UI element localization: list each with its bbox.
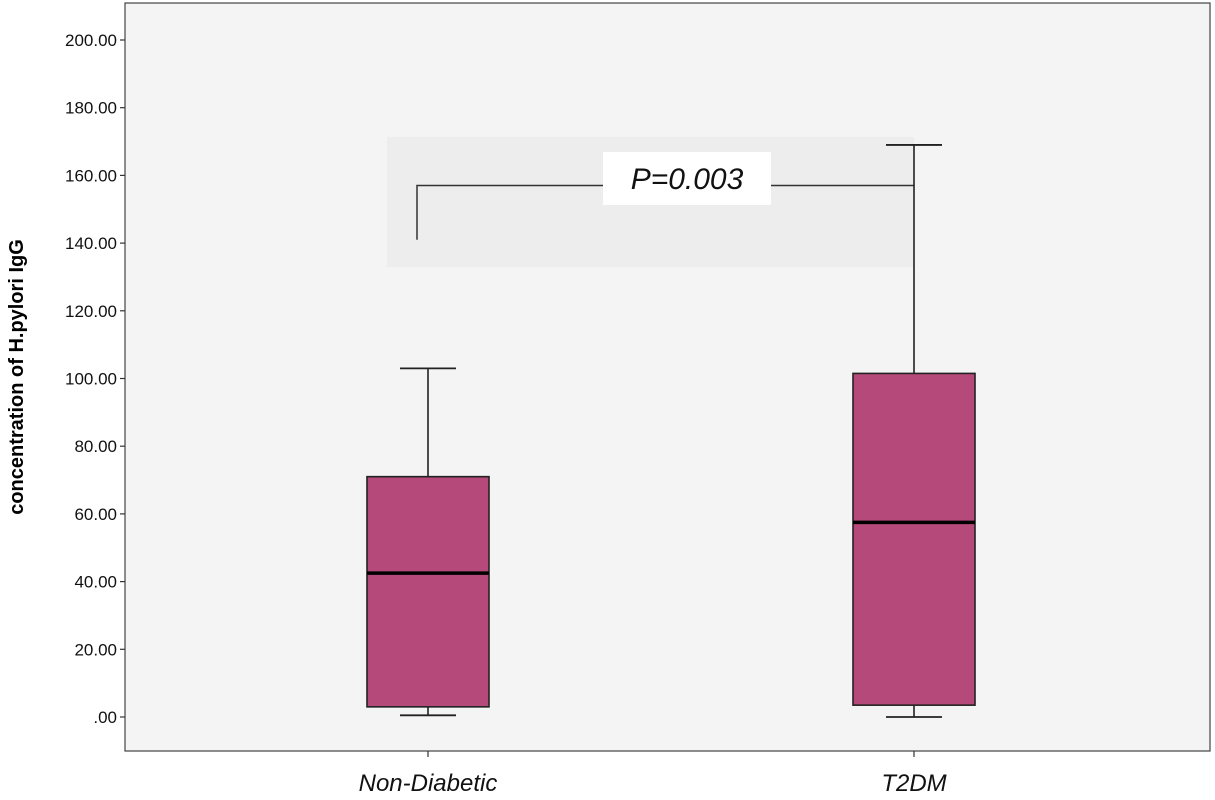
y-tick-label: 40.00 [74,573,117,592]
x-tick-label: T2DM [881,770,946,797]
interquartile-box [366,475,490,708]
y-tick-label: 160.00 [65,166,117,185]
y-tick-label: 20.00 [74,640,117,659]
y-tick-label: 100.00 [65,370,117,389]
y-tick-label: .00 [93,708,117,727]
y-axis-title: concentration of H.pylori IgG [6,239,28,515]
significance-annotation: P=0.003 [387,137,914,267]
plot-area [124,2,1211,752]
box-series [366,144,976,718]
y-tick-label: 140.00 [65,234,117,253]
interquartile-box [852,372,976,706]
box-t2dm [852,144,976,718]
y-axis: .00 20.00 40.00 60.00 80.00 100.00 120.00 140.0… [65,31,125,727]
y-tick-label: 120.00 [65,302,117,321]
y-tick-label: 180.00 [65,99,117,118]
x-tick-label: Non-Diabetic [359,770,498,797]
y-tick-label: 80.00 [74,437,117,456]
p-value-label-background [603,152,771,205]
p-value-label: P=0.003 [631,163,744,196]
x-axis: Non-Diabetic T2DM [359,751,947,797]
y-tick-label: 60.00 [74,505,117,524]
y-tick-label: 200.00 [65,31,117,50]
box-non-diabetic [366,367,490,717]
